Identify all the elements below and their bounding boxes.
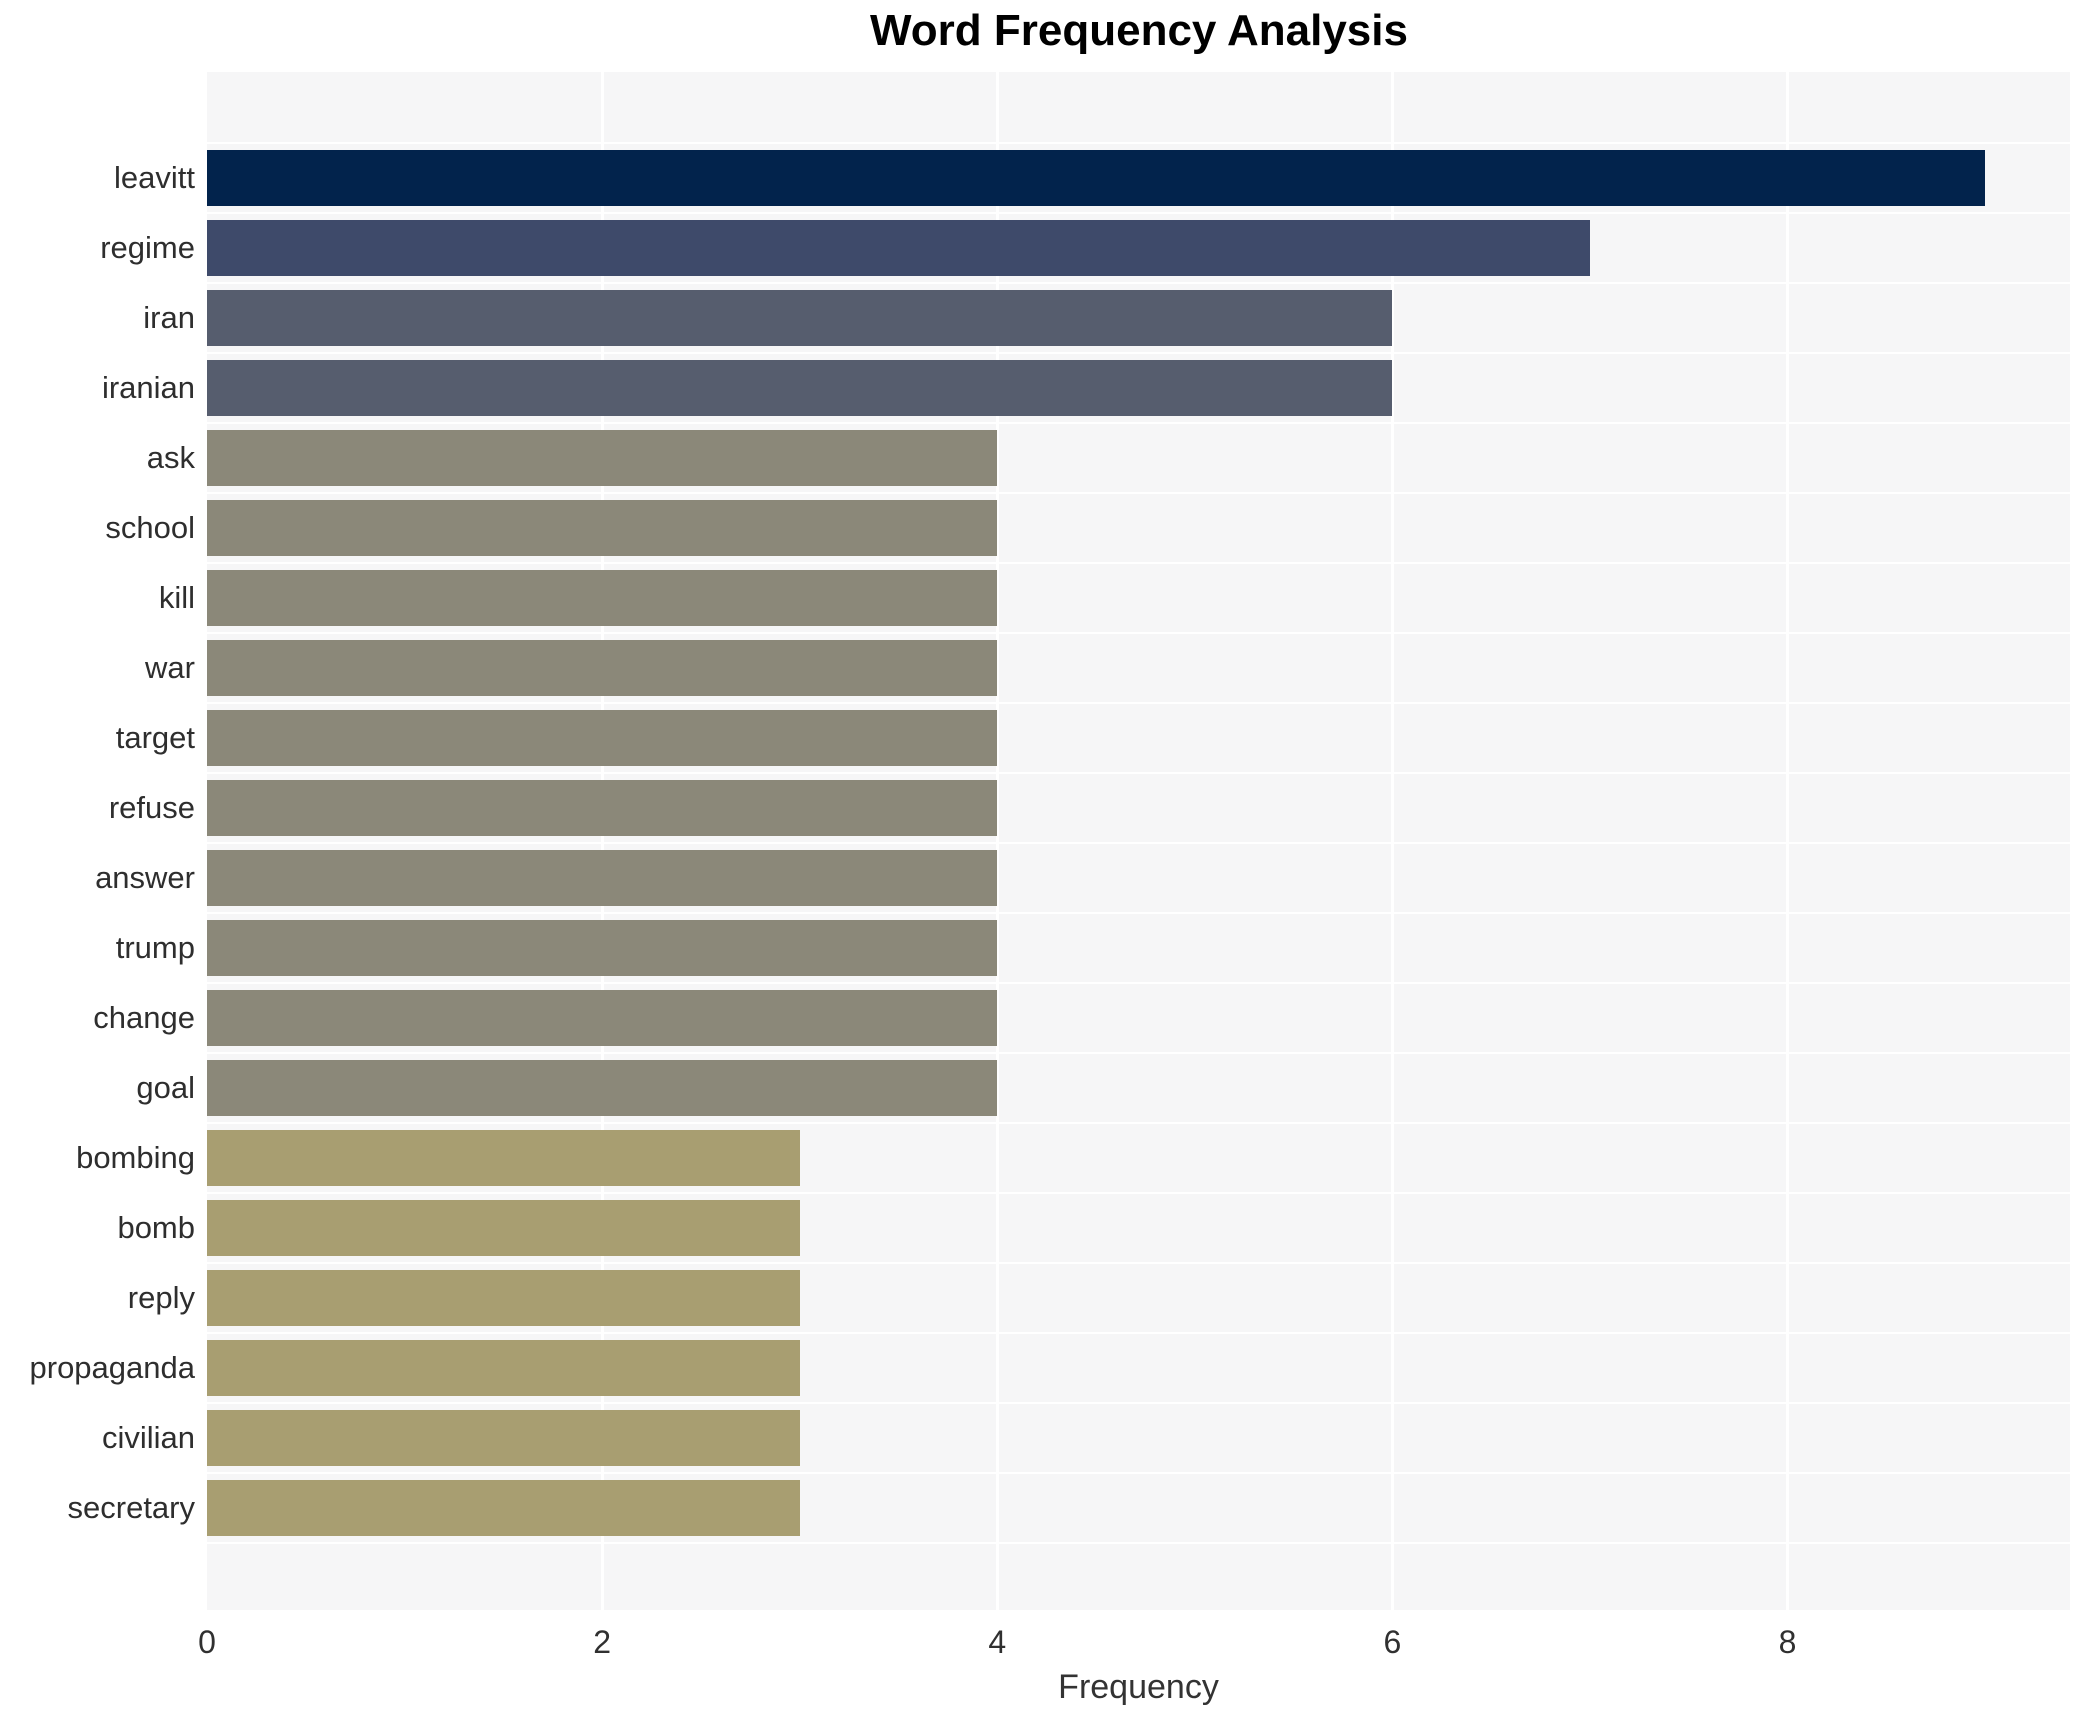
- gridline-4: [995, 72, 999, 1610]
- x-tick-8: 8: [1778, 1624, 1797, 1660]
- bar-row: iranian: [102, 352, 2070, 422]
- category-label-ask: ask: [146, 440, 195, 475]
- bar-row: target: [116, 702, 2070, 772]
- bar-row: kill: [159, 562, 2070, 632]
- category-label-target: target: [115, 720, 195, 755]
- category-label-bomb: bomb: [117, 1210, 195, 1245]
- bar-refuse[interactable]: [207, 780, 998, 836]
- category-label-iran: iran: [143, 300, 195, 335]
- bar-trump[interactable]: [207, 920, 998, 976]
- category-label-goal: goal: [136, 1070, 195, 1105]
- bar-leavitt[interactable]: [207, 150, 1986, 206]
- gridline-6: [1390, 72, 1394, 1610]
- plot-area: leavitt regime iran iranian ask school kill war…: [30, 72, 2070, 1706]
- bar-iran[interactable]: [207, 290, 1393, 346]
- bar-row: propaganda: [30, 1332, 2070, 1402]
- bar-row: answer: [95, 842, 2070, 912]
- bar-target[interactable]: [207, 710, 998, 766]
- x-tick-0: 0: [198, 1624, 216, 1660]
- category-label-secretary: secretary: [67, 1490, 195, 1525]
- bar-change[interactable]: [207, 990, 998, 1046]
- category-label-leavitt: leavitt: [114, 160, 195, 195]
- bar-propaganda[interactable]: [207, 1340, 800, 1396]
- x-tick-2: 2: [593, 1624, 612, 1660]
- category-label-trump: trump: [115, 930, 195, 965]
- bar-iranian[interactable]: [207, 360, 1393, 416]
- bar-row: leavitt: [114, 142, 2070, 212]
- bar-goal[interactable]: [207, 1060, 998, 1116]
- bar-regime[interactable]: [207, 220, 1590, 276]
- bar-row: ask: [147, 422, 2070, 492]
- bar-row: goal: [136, 1052, 2070, 1122]
- category-label-answer: answer: [95, 860, 195, 895]
- x-axis-title: Frequency: [1058, 1668, 1219, 1706]
- bar-row: secretary: [68, 1472, 2070, 1544]
- category-label-iranian: iranian: [101, 370, 195, 405]
- gridline-8: [1786, 72, 1790, 1610]
- bar-bombing[interactable]: [207, 1130, 800, 1186]
- bar-row: regime: [100, 212, 2070, 282]
- bar-secretary[interactable]: [207, 1480, 800, 1536]
- bar-row: bombing: [76, 1122, 2070, 1192]
- bar-rows: leavitt regime iran iranian ask school kill war…: [30, 142, 2070, 1544]
- category-label-propaganda: propaganda: [29, 1350, 196, 1385]
- bar-row: iran: [143, 282, 2070, 352]
- bar-row: refuse: [109, 772, 2070, 842]
- category-label-reply: reply: [127, 1280, 195, 1315]
- chart-title: Word Frequency Analysis: [870, 6, 1408, 55]
- category-label-bombing: bombing: [76, 1140, 195, 1175]
- bar-kill[interactable]: [207, 570, 998, 626]
- category-label-refuse: refuse: [108, 790, 195, 825]
- bar-row: school: [105, 492, 2070, 562]
- bar-civilian[interactable]: [207, 1410, 800, 1466]
- bar-row: war: [145, 632, 2070, 702]
- x-tick-6: 6: [1383, 1624, 1402, 1660]
- bar-row: change: [93, 982, 2070, 1052]
- bar-war[interactable]: [207, 640, 998, 696]
- bar-row: bomb: [117, 1192, 2070, 1262]
- bar-answer[interactable]: [207, 850, 998, 906]
- gridline-2: [600, 72, 604, 1610]
- category-label-regime: regime: [100, 230, 195, 265]
- category-label-kill: kill: [158, 580, 195, 615]
- bar-ask[interactable]: [207, 430, 998, 486]
- bar-row: civilian: [102, 1402, 2070, 1472]
- category-label-change: change: [93, 1000, 195, 1035]
- category-label-school: school: [105, 510, 195, 545]
- category-label-war: war: [145, 650, 195, 685]
- bar-row: trump: [116, 912, 2070, 982]
- x-tick-4: 4: [988, 1624, 1007, 1660]
- bar-reply[interactable]: [207, 1270, 800, 1326]
- bar-bomb[interactable]: [207, 1200, 800, 1256]
- category-label-civilian: civilian: [101, 1420, 195, 1455]
- bar-school[interactable]: [207, 500, 998, 556]
- bar-row: reply: [128, 1262, 2070, 1332]
